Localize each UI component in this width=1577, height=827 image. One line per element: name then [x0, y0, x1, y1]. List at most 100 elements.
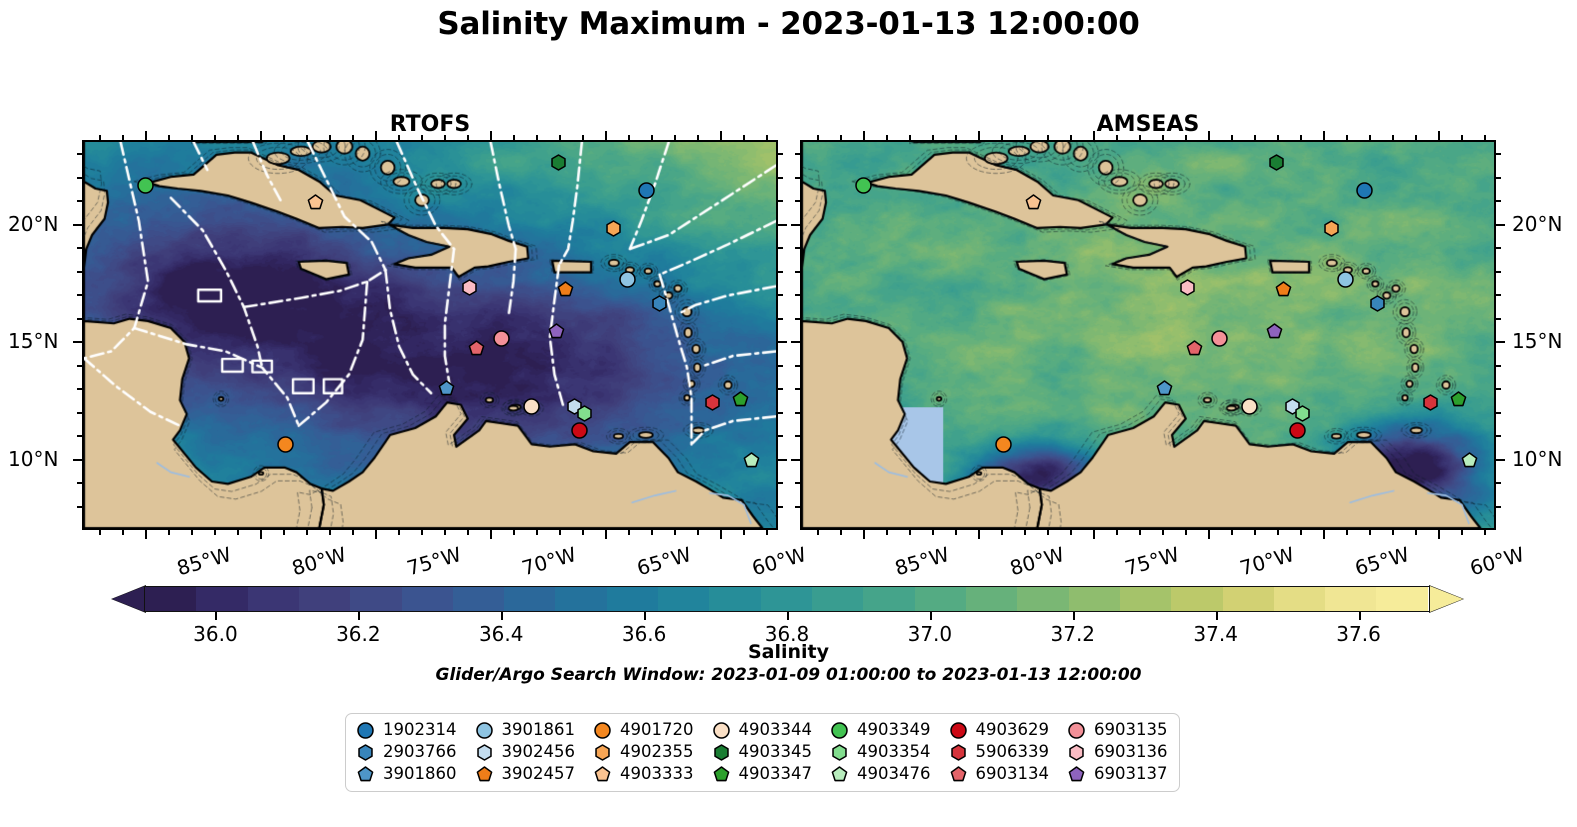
- colorbar-cell: [196, 587, 249, 611]
- map-marker-4903349[interactable]: [855, 177, 874, 196]
- x-tick-top: [1276, 135, 1279, 140]
- legend-item-4903344[interactable]: 4903344: [712, 722, 812, 739]
- map-panel-amseas[interactable]: [800, 140, 1496, 530]
- colorbar-tick: [644, 612, 647, 620]
- x-tick-top: [650, 135, 653, 140]
- map-marker-3901860[interactable]: [1156, 379, 1175, 399]
- legend-item-6903134[interactable]: 6903134: [950, 764, 1050, 784]
- legend-item-6903137[interactable]: 6903137: [1068, 766, 1168, 783]
- map-marker-4903629[interactable]: [571, 422, 590, 441]
- map-marker-4903476[interactable]: [1461, 452, 1480, 471]
- map-marker-6903135[interactable]: [493, 330, 512, 349]
- legend-item-4903347[interactable]: 4903347: [713, 766, 812, 783]
- legend-item-4901720[interactable]: 4901720: [594, 722, 694, 739]
- y-tick: [73, 223, 82, 226]
- x-tick-top: [260, 131, 263, 140]
- map-marker-5906339[interactable]: [704, 393, 723, 413]
- map-marker-3901861[interactable]: [619, 271, 638, 290]
- map-marker-6903134[interactable]: [1186, 339, 1205, 359]
- legend-item-3902456[interactable]: 3902456: [476, 744, 575, 761]
- map-marker-4903347[interactable]: [732, 391, 751, 410]
- legend-item-4903629[interactable]: 4903629: [949, 722, 1049, 739]
- map-marker-2903766[interactable]: [651, 295, 670, 314]
- map-marker-3902457[interactable]: [1275, 281, 1294, 300]
- map-marker-3901860[interactable]: [438, 379, 457, 399]
- x-tick-top: [627, 135, 630, 140]
- y-tick-right: [778, 482, 783, 484]
- map-marker-6903136[interactable]: [461, 278, 480, 298]
- y-tick-right: [778, 223, 787, 226]
- y-tick: [77, 270, 82, 273]
- map-marker-4902355[interactable]: [605, 220, 624, 239]
- x-tick: [191, 530, 194, 535]
- x-tick-top: [863, 131, 866, 140]
- x-tick: [489, 530, 492, 539]
- y-tick: [795, 153, 800, 156]
- map-marker-3901861[interactable]: [1337, 271, 1356, 290]
- map-marker-4903347[interactable]: [1450, 391, 1469, 410]
- x-tick-top: [1161, 135, 1164, 140]
- legend-item-3902457[interactable]: 3902457: [476, 764, 576, 784]
- map-marker-6903137[interactable]: [548, 323, 567, 342]
- x-tick-top: [909, 135, 912, 140]
- colorbar-cell: [1376, 587, 1429, 611]
- legend-label: 3902457: [501, 764, 576, 784]
- x-axis-label: 70°W: [1236, 542, 1297, 581]
- map-marker-4903629[interactable]: [1289, 422, 1308, 441]
- map-marker-4901720[interactable]: [277, 436, 296, 455]
- map-marker-6903135[interactable]: [1211, 330, 1230, 349]
- map-marker-2903766[interactable]: [1369, 295, 1388, 314]
- x-tick-top: [122, 135, 125, 140]
- legend-item-4903349[interactable]: 4903349: [831, 722, 931, 739]
- map-marker-5906339[interactable]: [1422, 393, 1441, 413]
- circle-marker-icon: [594, 722, 611, 739]
- legend-item-4902355[interactable]: 4902355: [594, 744, 694, 761]
- circle-marker-icon: [949, 722, 967, 739]
- map-marker-4903354[interactable]: [576, 405, 595, 424]
- legend-item-3901861[interactable]: 3901861: [475, 722, 575, 739]
- map-marker-4903354[interactable]: [1294, 405, 1313, 424]
- x-tick-top: [1138, 135, 1141, 140]
- colorbar-cell: [247, 587, 300, 611]
- legend-item-4903476[interactable]: 4903476: [831, 766, 931, 783]
- y-tick: [77, 482, 82, 484]
- map-marker-6903134[interactable]: [468, 339, 487, 359]
- legend-item-6903136[interactable]: 6903136: [1068, 744, 1168, 761]
- map-marker-4902355[interactable]: [1323, 220, 1342, 239]
- map-marker-4903345[interactable]: [550, 154, 569, 173]
- x-tick-top: [1391, 135, 1394, 140]
- legend-item-3901860[interactable]: 3901860: [357, 766, 457, 783]
- x-tick: [443, 530, 446, 535]
- legend-label: 6903134: [975, 764, 1050, 784]
- y-tick-right: [1496, 317, 1501, 320]
- hexagon-marker-icon: [713, 744, 730, 761]
- map-marker-6903137[interactable]: [1266, 323, 1285, 342]
- map-marker-1902314[interactable]: [637, 182, 657, 201]
- x-tick: [1391, 530, 1394, 535]
- map-marker-4901720[interactable]: [995, 436, 1014, 455]
- legend-item-4903354[interactable]: 4903354: [831, 744, 931, 761]
- map-marker-4903476[interactable]: [743, 452, 762, 471]
- pentagon-marker-icon: [950, 766, 967, 783]
- map-marker-3902457[interactable]: [557, 281, 576, 300]
- legend-item-1902314[interactable]: 1902314: [357, 722, 457, 739]
- legend-item-4903333[interactable]: 4903333: [594, 766, 694, 783]
- map-marker-4903344[interactable]: [522, 398, 542, 417]
- map-marker-4903333[interactable]: [307, 194, 326, 213]
- map-marker-4903345[interactable]: [1268, 154, 1287, 173]
- legend-item-2903766[interactable]: 2903766: [357, 744, 457, 761]
- map-marker-4903333[interactable]: [1025, 194, 1044, 213]
- legend-item-4903345[interactable]: 4903345: [713, 744, 812, 761]
- map-panel-rtofs[interactable]: [82, 140, 778, 530]
- colorbar-tick-label: 36.2: [336, 622, 381, 646]
- legend-item-5906339[interactable]: 5906339: [950, 744, 1049, 761]
- map-marker-4903344[interactable]: [1240, 398, 1260, 417]
- legend-item-6903135[interactable]: 6903135: [1068, 722, 1168, 739]
- pentagon-marker-icon: [357, 766, 374, 783]
- platform-legend[interactable]: 1902314 3901861 4901720 4903344 4903349 49036…: [345, 713, 1180, 792]
- map-marker-6903136[interactable]: [1179, 278, 1198, 298]
- colorbar-tick: [1215, 612, 1218, 620]
- map-marker-1902314[interactable]: [1355, 182, 1375, 201]
- y-tick-right: [1496, 505, 1501, 508]
- map-marker-4903349[interactable]: [137, 177, 156, 196]
